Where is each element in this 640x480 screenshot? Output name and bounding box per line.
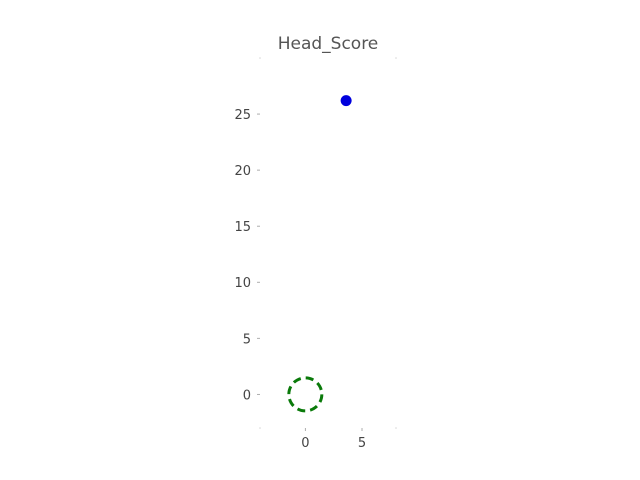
y-tick-label: 15 (234, 220, 251, 235)
y-tick-label: 25 (234, 108, 251, 123)
x-tick-label: 5 (358, 436, 366, 451)
dashed-circle-marker (287, 376, 324, 413)
y-tick-label: 10 (234, 276, 251, 291)
axes-corner-mark (395, 427, 397, 429)
y-tick-label: 5 (243, 332, 251, 347)
y-axis: 0 5 10 15 20 25 (234, 108, 260, 403)
data-points (287, 95, 352, 413)
chart-title: Head_Score (278, 34, 379, 54)
y-tick-label: 20 (234, 164, 251, 179)
x-tick-label: 0 (301, 436, 309, 451)
y-tick-label: 0 (243, 388, 251, 403)
axes-frame-corners (259, 57, 397, 429)
axes-corner-mark (259, 57, 261, 59)
axes-corner-mark (259, 427, 261, 429)
filled-data-point (340, 95, 352, 107)
axes-corner-mark (395, 57, 397, 59)
